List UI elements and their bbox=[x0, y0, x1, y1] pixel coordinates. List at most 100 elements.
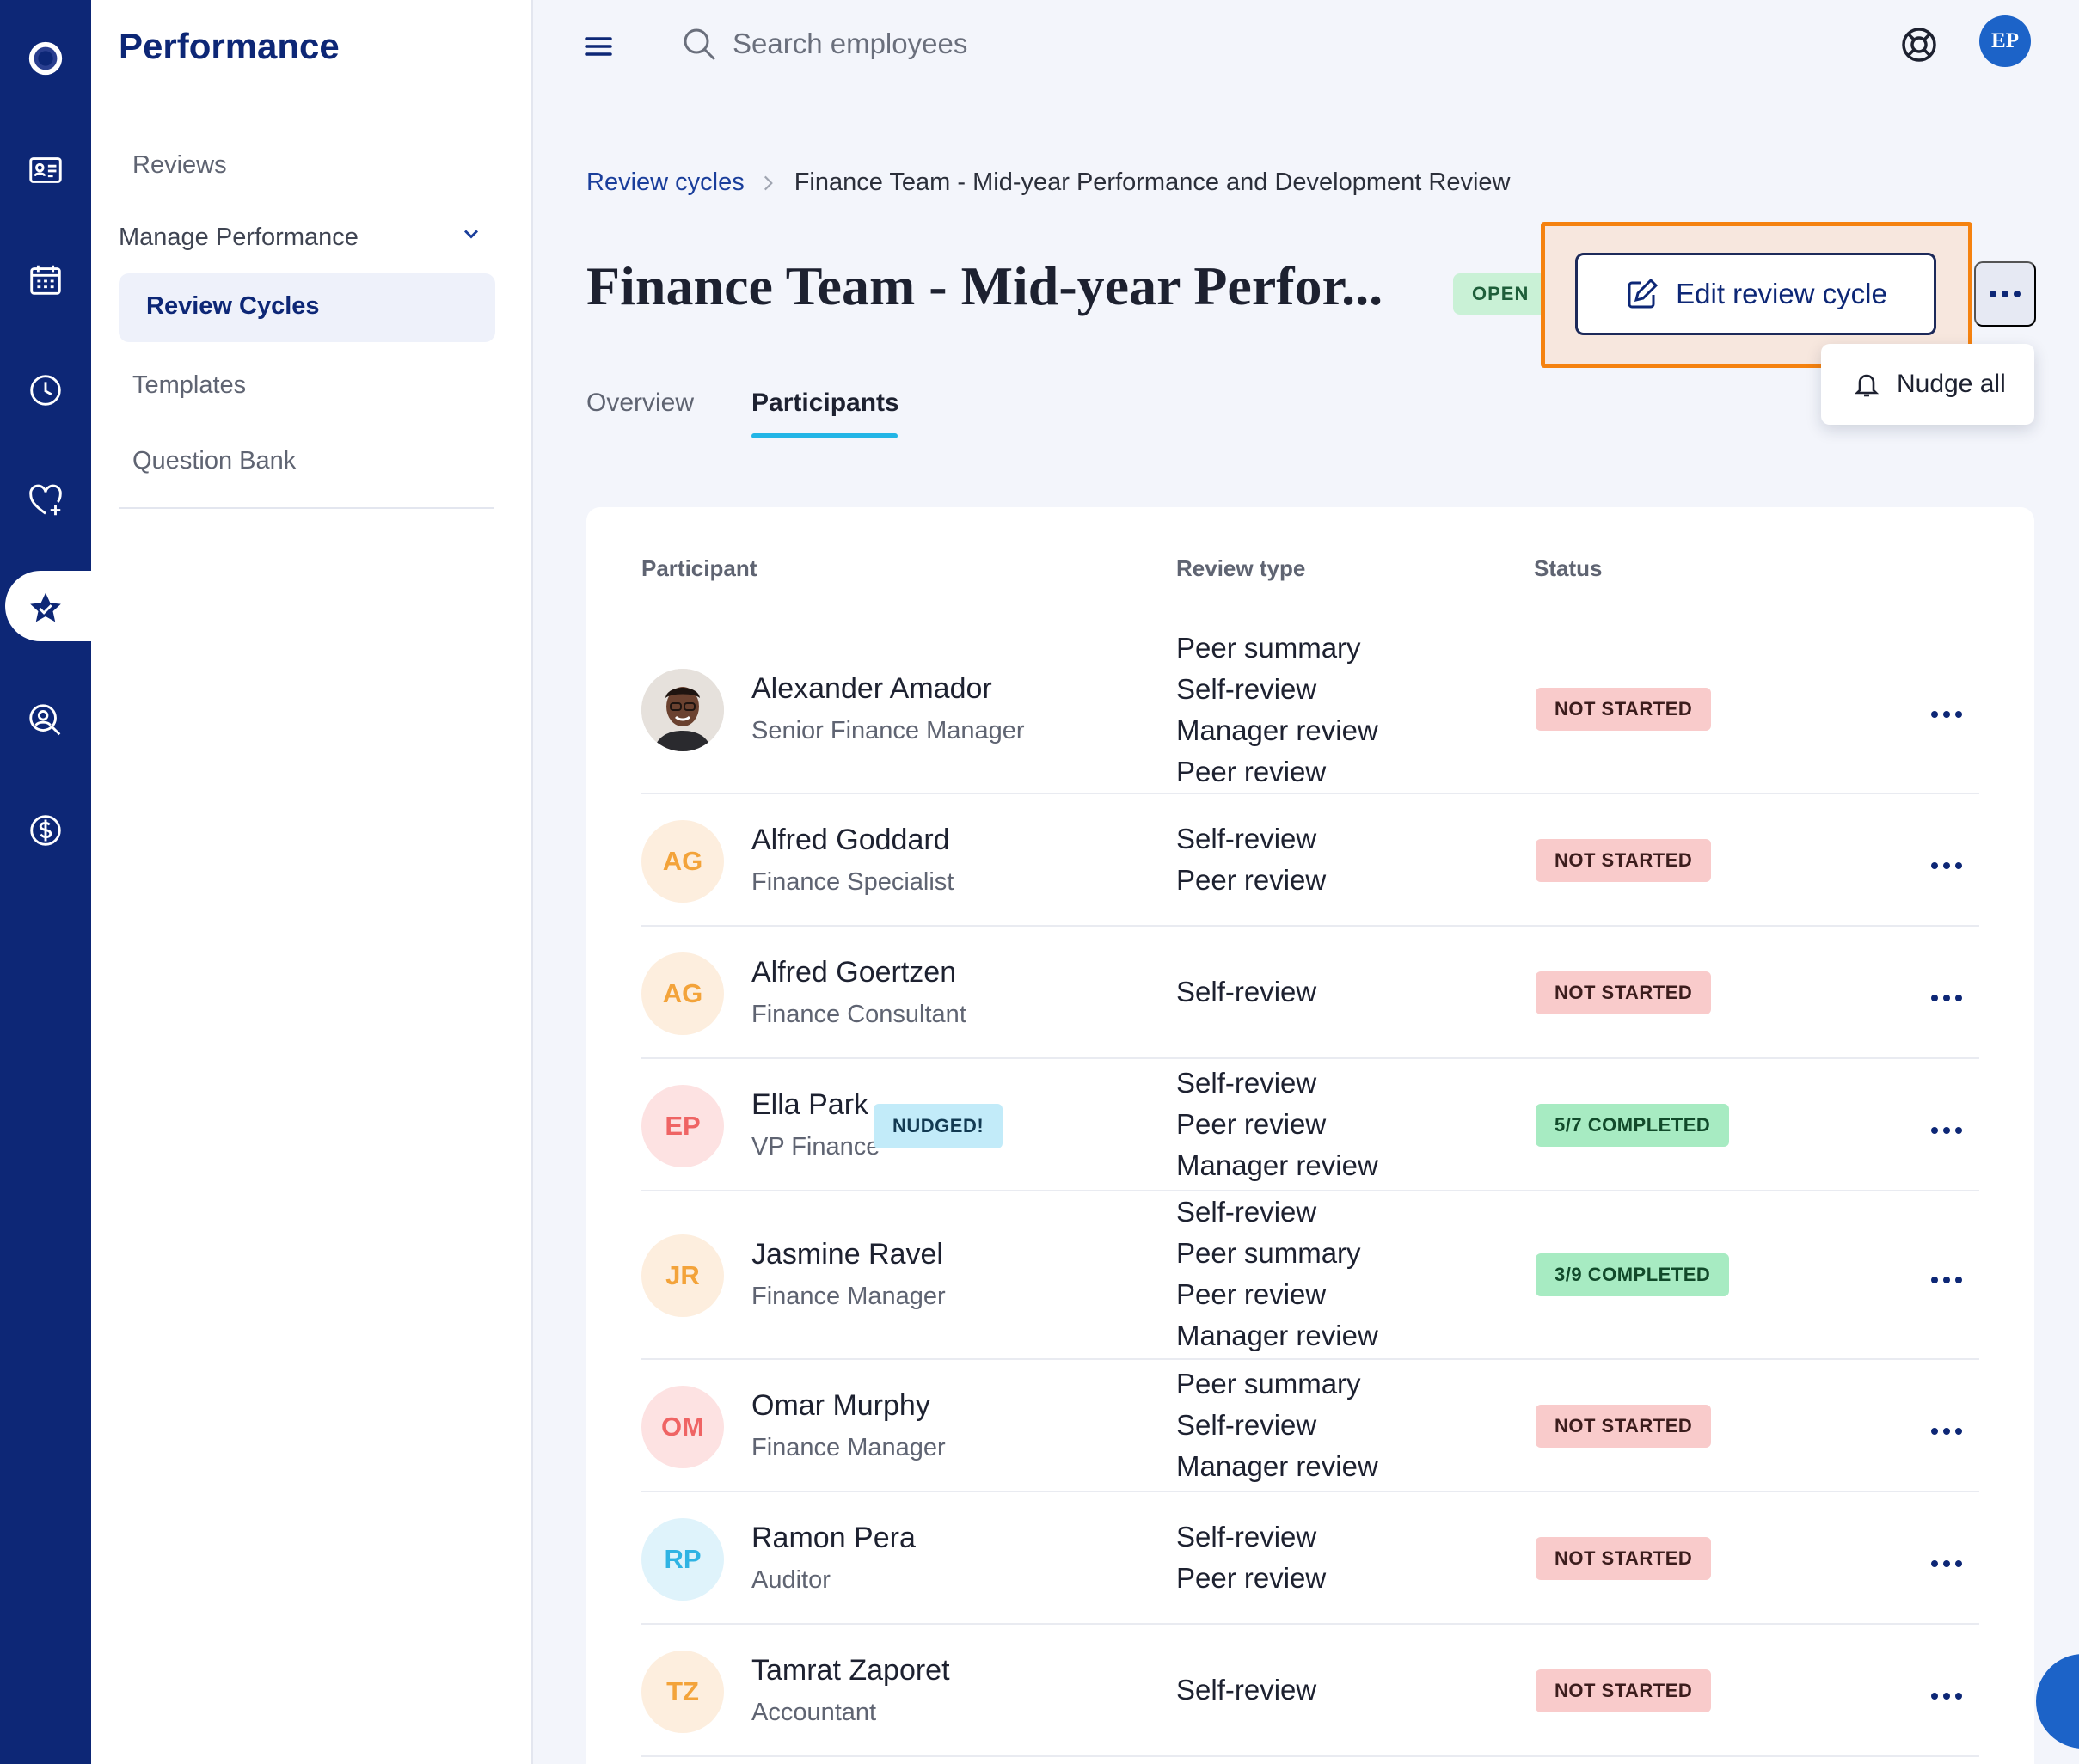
review-type: Peer summary bbox=[1176, 632, 1361, 664]
status-badge: 5/7 COMPLETED bbox=[1536, 1104, 1730, 1147]
review-types: Self-review Peer review bbox=[1176, 818, 1326, 901]
review-type: Peer summary bbox=[1176, 1368, 1361, 1400]
more-icon bbox=[1931, 1428, 1962, 1435]
participant-name[interactable]: Ella Park bbox=[751, 1088, 869, 1121]
sidebar-section-manage-performance[interactable]: Manage Performance bbox=[119, 222, 483, 253]
table-row[interactable]: RP Ramon Pera Auditor Self-review Peer r… bbox=[641, 1492, 1979, 1625]
review-type: Manager review bbox=[1176, 714, 1378, 746]
review-type: Peer review bbox=[1176, 756, 1327, 787]
app-rail bbox=[0, 0, 91, 1764]
status-badge: NOT STARTED bbox=[1536, 971, 1712, 1014]
avatar: AG bbox=[641, 820, 724, 903]
table-row[interactable]: TZ Tamrat Zaporet Accountant Self-review… bbox=[641, 1625, 1979, 1757]
participant-role: Senior Finance Manager bbox=[751, 717, 1025, 744]
nudged-badge: NUDGED! bbox=[874, 1104, 1003, 1148]
participant-name[interactable]: Alfred Goertzen bbox=[751, 956, 957, 989]
bell-icon bbox=[1854, 374, 1880, 397]
status-badge: NOT STARTED bbox=[1536, 1537, 1712, 1580]
review-type: Peer review bbox=[1176, 1562, 1327, 1594]
review-types: Self-review bbox=[1176, 971, 1316, 1013]
table-row[interactable]: AG Alfred Goddard Finance Specialist Sel… bbox=[641, 794, 1979, 927]
chat-launcher-button[interactable] bbox=[2036, 1654, 2079, 1749]
sidebar-item-review-cycles[interactable]: Review Cycles bbox=[119, 273, 495, 342]
search-input[interactable] bbox=[733, 21, 1248, 67]
participant-name[interactable]: Omar Murphy bbox=[751, 1389, 930, 1422]
sidebar-item-question-bank[interactable]: Question Bank bbox=[132, 447, 297, 475]
review-type: Self-review bbox=[1176, 1521, 1317, 1553]
participant-role: Auditor bbox=[751, 1566, 831, 1594]
avatar: JR bbox=[641, 1234, 724, 1317]
status-badge: OPEN bbox=[1453, 273, 1549, 315]
sidebar-title: Performance bbox=[119, 26, 340, 66]
review-type: Peer review bbox=[1176, 1278, 1327, 1310]
search-person-icon[interactable] bbox=[0, 686, 91, 755]
review-type: Peer review bbox=[1176, 864, 1327, 896]
tab-overview[interactable]: Overview bbox=[586, 389, 695, 417]
nudge-all-label: Nudge all bbox=[1897, 370, 2006, 398]
user-avatar[interactable]: EP bbox=[1979, 15, 2031, 67]
id-card-icon[interactable] bbox=[0, 136, 91, 205]
table-row[interactable]: JR Jasmine Ravel Finance Manager Self-re… bbox=[641, 1191, 1979, 1360]
help-icon[interactable] bbox=[1898, 24, 1940, 65]
sidebar-item-templates[interactable]: Templates bbox=[132, 371, 247, 399]
logo-icon[interactable] bbox=[0, 24, 91, 93]
avatar: RP bbox=[641, 1518, 724, 1601]
avatar bbox=[641, 669, 724, 751]
review-type: Self-review bbox=[1176, 1409, 1317, 1441]
chevron-right-icon bbox=[764, 175, 773, 190]
heart-plus-icon[interactable] bbox=[0, 466, 91, 535]
column-header-participant: Participant bbox=[641, 555, 757, 581]
review-type: Manager review bbox=[1176, 1450, 1378, 1482]
table-row[interactable]: Alexander Amador Senior Finance Manager … bbox=[641, 628, 1979, 794]
more-icon bbox=[1931, 711, 1962, 718]
row-more-button[interactable] bbox=[1928, 1118, 1966, 1143]
participant-role: Finance Manager bbox=[751, 1434, 946, 1461]
review-type: Self-review bbox=[1176, 673, 1317, 705]
sidebar-item-reviews[interactable]: Reviews bbox=[132, 151, 227, 179]
nudge-all-menu-item[interactable]: Nudge all bbox=[1821, 344, 2034, 425]
star-icon[interactable] bbox=[0, 574, 91, 643]
avatar: OM bbox=[641, 1386, 724, 1468]
review-type: Peer review bbox=[1176, 1108, 1327, 1140]
more-actions-button[interactable] bbox=[1974, 261, 2036, 327]
breadcrumb-review-cycles[interactable]: Review cycles bbox=[586, 168, 745, 196]
search-icon bbox=[684, 28, 715, 60]
sidebar-divider bbox=[119, 507, 494, 509]
more-icon bbox=[1931, 1127, 1962, 1134]
clock-icon[interactable] bbox=[0, 356, 91, 425]
edit-review-cycle-button[interactable]: Edit review cycle bbox=[1575, 253, 1936, 335]
more-icon bbox=[1931, 1560, 1962, 1567]
row-more-button[interactable] bbox=[1928, 701, 1966, 727]
participant-role: Finance Manager bbox=[751, 1283, 946, 1310]
participant-name[interactable]: Alfred Goddard bbox=[751, 824, 950, 856]
participant-role: Accountant bbox=[751, 1699, 877, 1726]
dollar-icon[interactable] bbox=[0, 796, 91, 865]
table-row[interactable]: AG Alfred Goertzen Finance Consultant Se… bbox=[641, 927, 1979, 1059]
review-types: Self-review bbox=[1176, 1669, 1316, 1711]
row-more-button[interactable] bbox=[1928, 1551, 1966, 1577]
table-row[interactable]: OM Omar Murphy Finance Manager Peer summ… bbox=[641, 1360, 1979, 1492]
more-icon bbox=[1931, 995, 1962, 1001]
menu-icon[interactable] bbox=[581, 29, 616, 64]
more-icon bbox=[1931, 1693, 1962, 1700]
participant-name[interactable]: Ramon Pera bbox=[751, 1522, 916, 1554]
status-badge: NOT STARTED bbox=[1536, 688, 1712, 731]
chevron-down-icon[interactable] bbox=[459, 222, 483, 253]
row-more-button[interactable] bbox=[1928, 1418, 1966, 1444]
participant-name[interactable]: Tamrat Zaporet bbox=[751, 1654, 950, 1687]
row-more-button[interactable] bbox=[1928, 985, 1966, 1011]
more-icon bbox=[1990, 291, 2021, 297]
table-row[interactable]: EP Ella Park VP Finance NUDGED! Self-rev… bbox=[641, 1059, 1979, 1191]
row-more-button[interactable] bbox=[1928, 1267, 1966, 1293]
review-type: Self-review bbox=[1176, 1674, 1317, 1706]
tab-underline bbox=[751, 433, 898, 438]
participant-name[interactable]: Alexander Amador bbox=[751, 672, 992, 705]
avatar: AG bbox=[641, 952, 724, 1035]
calendar-icon[interactable] bbox=[0, 246, 91, 315]
review-types: Peer summary Self-review Manager review bbox=[1176, 1363, 1378, 1487]
row-more-button[interactable] bbox=[1928, 853, 1966, 879]
more-icon bbox=[1931, 1277, 1962, 1283]
tab-participants[interactable]: Participants bbox=[751, 389, 899, 417]
row-more-button[interactable] bbox=[1928, 1683, 1966, 1709]
participant-name[interactable]: Jasmine Ravel bbox=[751, 1238, 943, 1271]
